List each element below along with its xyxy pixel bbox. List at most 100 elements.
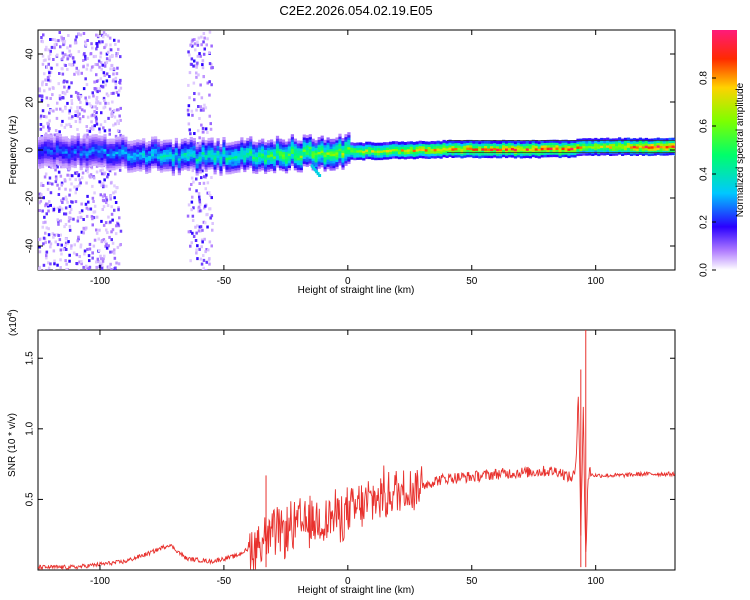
spectrogram-ridge-cell	[409, 150, 413, 154]
spectrogram-noise-cell	[105, 242, 108, 246]
spectrogram-ridge-cell	[311, 145, 315, 149]
spectrogram-noise-cell	[114, 76, 118, 80]
spectrogram-noise-cell	[46, 181, 50, 185]
spectrogram-ridge-cell	[293, 165, 297, 168]
spectrogram-ridge-cell	[100, 140, 104, 144]
spectrogram-ridge-cell	[615, 145, 619, 149]
spectrogram-noise-cell	[95, 215, 99, 219]
spectrogram-noise-cell	[84, 40, 87, 44]
spectrogram-ridge-cell	[516, 154, 521, 158]
spectrogram-ridge-cell	[118, 143, 122, 147]
spectrogram-ridge-cell	[287, 165, 291, 168]
spectrogram-ridge-cell	[582, 145, 586, 149]
spectrogram-ridge-cell	[594, 137, 598, 141]
spectrogram-noise-cell	[117, 39, 120, 43]
spectrogram-ridge-cell	[237, 140, 241, 144]
spectrogram-noise-cell	[42, 59, 46, 62]
spectrogram-noise-cell	[77, 72, 80, 76]
spectrogram-ridge-cell	[665, 145, 669, 149]
spectrogram-ridge-cell	[284, 148, 289, 152]
spectrogram-ridge-cell	[347, 132, 351, 136]
spectrogram-ridge-cell	[540, 144, 544, 148]
spectrogram-noise-cell	[202, 75, 205, 78]
spectrogram-noise-cell	[45, 256, 48, 260]
spectrogram-ridge-cell	[252, 165, 256, 169]
spectrogram-ridge-cell	[448, 144, 452, 148]
spectrogram-ridge-cell	[198, 148, 202, 152]
spectrogram-noise-cell	[92, 200, 95, 203]
spectrogram-noise-cell	[191, 113, 194, 117]
spectrogram-ridge-cell	[287, 162, 291, 166]
spectrogram-ridge-cell	[270, 146, 274, 150]
spectrogram-ridge-cell	[597, 143, 601, 147]
spectrogram-ridge-cell	[198, 163, 202, 167]
spectrogram-ridge-cell	[106, 153, 110, 157]
spectrogram-noise-cell	[186, 108, 190, 112]
spectrogram-ridge-cell	[362, 150, 366, 154]
spectrogram-ridge-cell	[73, 148, 77, 152]
spectrogram-ridge-cell	[246, 159, 250, 163]
spectrogram-ridge-cell	[219, 160, 223, 164]
spectrogram-noise-cell	[202, 258, 206, 262]
spectrogram-ridge-cell	[70, 142, 74, 146]
spectrogram-noise-cell	[108, 128, 111, 132]
spectrogram-noise-cell	[111, 79, 115, 83]
spectrogram-ridge-cell	[496, 148, 500, 152]
spectrogram-ridge-cell	[371, 156, 375, 160]
spectrogram-ridge-cell	[270, 144, 274, 148]
spectrogram-ridge-cell	[427, 151, 431, 155]
spectrogram-ridge-cell	[85, 138, 89, 142]
spectrogram-noise-cell	[191, 219, 195, 222]
spectrogram-ridge-cell	[475, 143, 479, 146]
spectrogram-ridge-cell	[418, 140, 422, 144]
spectrogram-noise-cell	[92, 244, 96, 248]
spectrogram-ridge-cell	[130, 140, 134, 144]
spectrogram-ridge-cell	[159, 164, 164, 168]
spectrogram-ridge-cell	[264, 166, 268, 170]
spectrogram-noise-cell	[88, 129, 92, 133]
spectrogram-noise-cell	[204, 204, 207, 208]
spectrogram-ridge-cell	[151, 158, 155, 162]
spectrogram-ridge-cell	[528, 155, 532, 159]
spectrogram-ridge-cell	[88, 142, 92, 146]
spectrogram-ridge-cell	[344, 146, 348, 150]
spectrogram-noise-cell	[86, 39, 89, 42]
spectrogram-ridge-cell	[109, 167, 113, 171]
spectrogram-ridge-cell	[278, 155, 283, 159]
spectrogram-noise-cell	[209, 127, 213, 131]
spectrogram-noise-cell	[115, 224, 118, 228]
spectrogram-ridge-cell	[139, 151, 143, 155]
spectrogram-noise-cell	[77, 69, 80, 73]
spectrogram-ridge-cell	[525, 145, 529, 149]
spectrogram-ridge-cell	[436, 155, 440, 159]
spectrogram-noise-cell	[113, 115, 117, 119]
spectrogram-noise-cell	[42, 125, 45, 129]
spectrogram-noise-cell	[95, 231, 99, 235]
spectrogram-noise-cell	[195, 251, 198, 255]
spectrogram-noise-cell	[71, 115, 74, 119]
spectrogram-noise-cell	[69, 125, 73, 128]
spectrogram-ridge-cell	[142, 159, 146, 163]
spectrogram-ridge-cell	[391, 153, 396, 157]
spectrogram-ridge-cell	[656, 147, 660, 151]
spectrogram-ridge-cell	[278, 150, 283, 154]
spectrogram-ridge-cell	[157, 155, 161, 159]
spectrogram-ridge-cell	[371, 147, 375, 151]
spectrogram-ridge-cell	[246, 142, 250, 146]
spectrogram-x-tick-label: 0	[345, 276, 351, 287]
spectrogram-noise-cell	[48, 176, 52, 180]
spectrogram-ridge-cell	[159, 143, 164, 147]
spectrogram-ridge-cell	[353, 154, 357, 158]
spectrogram-ridge-cell	[368, 156, 372, 160]
snr-multiplier-base: (x10	[8, 316, 19, 336]
spectrogram-ridge-cell	[195, 165, 199, 169]
spectrogram-ridge-cell	[219, 172, 223, 176]
spectrogram-noise-cell	[87, 254, 91, 258]
spectrogram-noise-cell	[201, 130, 205, 134]
spectrogram-ridge-cell	[183, 154, 187, 158]
spectrogram-ridge-cell	[91, 141, 95, 145]
spectrogram-ridge-cell	[264, 154, 268, 158]
spectrogram-ridge-cell	[576, 143, 580, 147]
spectrogram-ridge-cell	[148, 153, 152, 156]
spectrogram-ridge-cell	[234, 165, 238, 169]
